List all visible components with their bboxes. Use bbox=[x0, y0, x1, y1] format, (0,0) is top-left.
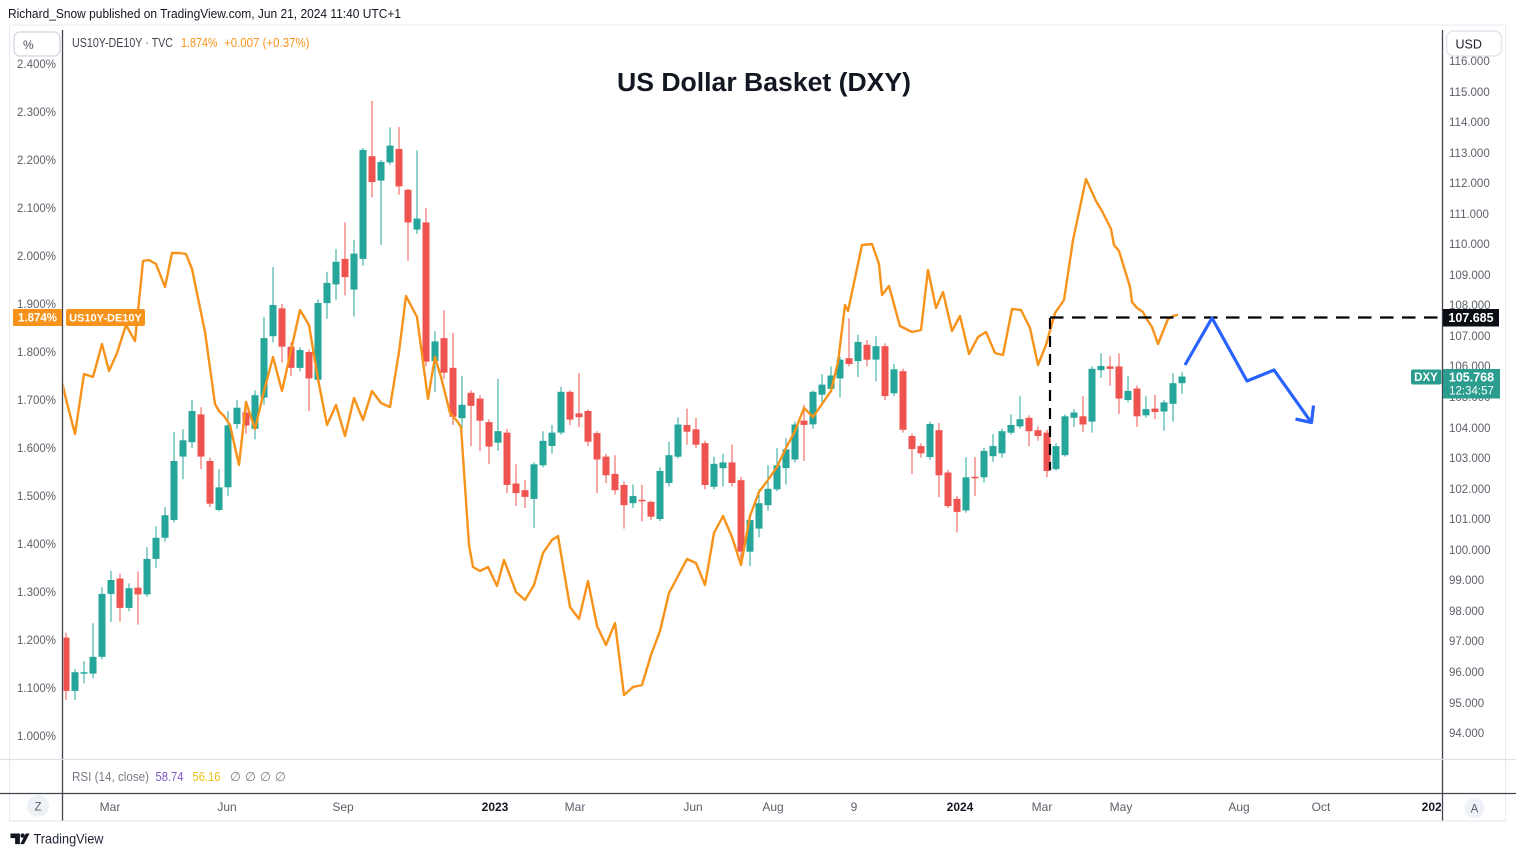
svg-text:US10Y-DE10Y: US10Y-DE10Y bbox=[69, 313, 142, 325]
svg-text:∅: ∅ bbox=[230, 770, 241, 784]
svg-text:99.000: 99.000 bbox=[1449, 575, 1484, 587]
svg-text:112.000: 112.000 bbox=[1449, 178, 1490, 190]
svg-text:∅: ∅ bbox=[260, 770, 271, 784]
svg-text:1.800%: 1.800% bbox=[17, 347, 56, 359]
svg-text:12:34:57: 12:34:57 bbox=[1449, 386, 1494, 398]
svg-text:101.000: 101.000 bbox=[1449, 514, 1491, 526]
svg-text:1.200%: 1.200% bbox=[17, 635, 56, 647]
svg-text:Jun: Jun bbox=[683, 800, 702, 814]
svg-text:1.100%: 1.100% bbox=[17, 683, 56, 695]
svg-text:Aug: Aug bbox=[762, 800, 783, 814]
svg-text:1.400%: 1.400% bbox=[17, 539, 56, 551]
svg-text:DXY: DXY bbox=[1414, 372, 1438, 384]
svg-text:2.400%: 2.400% bbox=[17, 59, 56, 71]
svg-text:1.000%: 1.000% bbox=[17, 731, 56, 743]
svg-text:107.685: 107.685 bbox=[1448, 311, 1493, 325]
svg-text:2.100%: 2.100% bbox=[17, 203, 56, 215]
svg-text:103.000: 103.000 bbox=[1449, 453, 1491, 465]
svg-text:Jun: Jun bbox=[217, 800, 236, 814]
svg-text:97.000: 97.000 bbox=[1449, 636, 1484, 648]
svg-text:114.000: 114.000 bbox=[1449, 117, 1490, 129]
svg-text:TradingView: TradingView bbox=[34, 832, 104, 847]
svg-text:98.000: 98.000 bbox=[1449, 606, 1484, 618]
svg-text:1.300%: 1.300% bbox=[17, 587, 56, 599]
svg-text:95.000: 95.000 bbox=[1449, 698, 1484, 710]
svg-text:1.500%: 1.500% bbox=[17, 491, 56, 503]
svg-text:US Dollar Basket (DXY): US Dollar Basket (DXY) bbox=[617, 69, 911, 97]
svg-text:Mar: Mar bbox=[1032, 800, 1053, 814]
svg-text:2.200%: 2.200% bbox=[17, 155, 56, 167]
svg-text:May: May bbox=[1110, 800, 1133, 814]
svg-text:102.000: 102.000 bbox=[1449, 484, 1491, 496]
svg-text:116.000: 116.000 bbox=[1449, 56, 1490, 68]
svg-text:111.000: 111.000 bbox=[1449, 209, 1489, 221]
svg-text:110.000: 110.000 bbox=[1449, 239, 1490, 251]
svg-text:A: A bbox=[1471, 804, 1479, 816]
svg-text:1.900%: 1.900% bbox=[17, 299, 56, 311]
svg-text:Z: Z bbox=[34, 802, 41, 814]
svg-text:105.768: 105.768 bbox=[1449, 371, 1494, 385]
svg-text:100.000: 100.000 bbox=[1449, 545, 1491, 557]
svg-text:9: 9 bbox=[851, 800, 858, 814]
svg-text:RSI (14, close): RSI (14, close) bbox=[72, 770, 149, 784]
svg-text:2.000%: 2.000% bbox=[17, 251, 56, 263]
svg-text:US10Y-DE10Y · TVC: US10Y-DE10Y · TVC bbox=[72, 35, 173, 50]
svg-text:2.300%: 2.300% bbox=[17, 107, 56, 119]
svg-text:∅: ∅ bbox=[245, 770, 256, 784]
svg-text:1.600%: 1.600% bbox=[17, 443, 56, 455]
svg-text:Mar: Mar bbox=[100, 800, 121, 814]
svg-text:113.000: 113.000 bbox=[1449, 148, 1490, 160]
svg-text:1.700%: 1.700% bbox=[17, 395, 56, 407]
svg-text:58.74: 58.74 bbox=[156, 770, 184, 784]
svg-text:104.000: 104.000 bbox=[1449, 423, 1491, 435]
svg-text:Aug: Aug bbox=[1228, 800, 1249, 814]
svg-text:2023: 2023 bbox=[482, 800, 509, 814]
svg-text:96.000: 96.000 bbox=[1449, 667, 1484, 679]
svg-text:1.874%: 1.874% bbox=[181, 35, 218, 50]
svg-text:+0.007 (+0.37%): +0.007 (+0.37%) bbox=[224, 35, 310, 50]
svg-text:∅: ∅ bbox=[275, 770, 286, 784]
svg-text:USD: USD bbox=[1456, 38, 1482, 52]
svg-text:2025: 2025 bbox=[1422, 800, 1449, 814]
svg-text:109.000: 109.000 bbox=[1449, 270, 1491, 282]
svg-text:94.000: 94.000 bbox=[1449, 728, 1484, 740]
svg-text:Mar: Mar bbox=[565, 800, 586, 814]
svg-text:2024: 2024 bbox=[947, 800, 974, 814]
svg-text:%: % bbox=[23, 38, 34, 52]
svg-text:Oct: Oct bbox=[1312, 800, 1331, 814]
svg-text:Richard_Snow published on Trad: Richard_Snow published on TradingView.co… bbox=[8, 7, 401, 21]
svg-text:107.000: 107.000 bbox=[1449, 331, 1491, 343]
svg-text:115.000: 115.000 bbox=[1449, 87, 1490, 99]
svg-text:Sep: Sep bbox=[332, 800, 354, 814]
svg-text:56.16: 56.16 bbox=[193, 770, 221, 784]
svg-text:1.874%: 1.874% bbox=[18, 313, 57, 325]
